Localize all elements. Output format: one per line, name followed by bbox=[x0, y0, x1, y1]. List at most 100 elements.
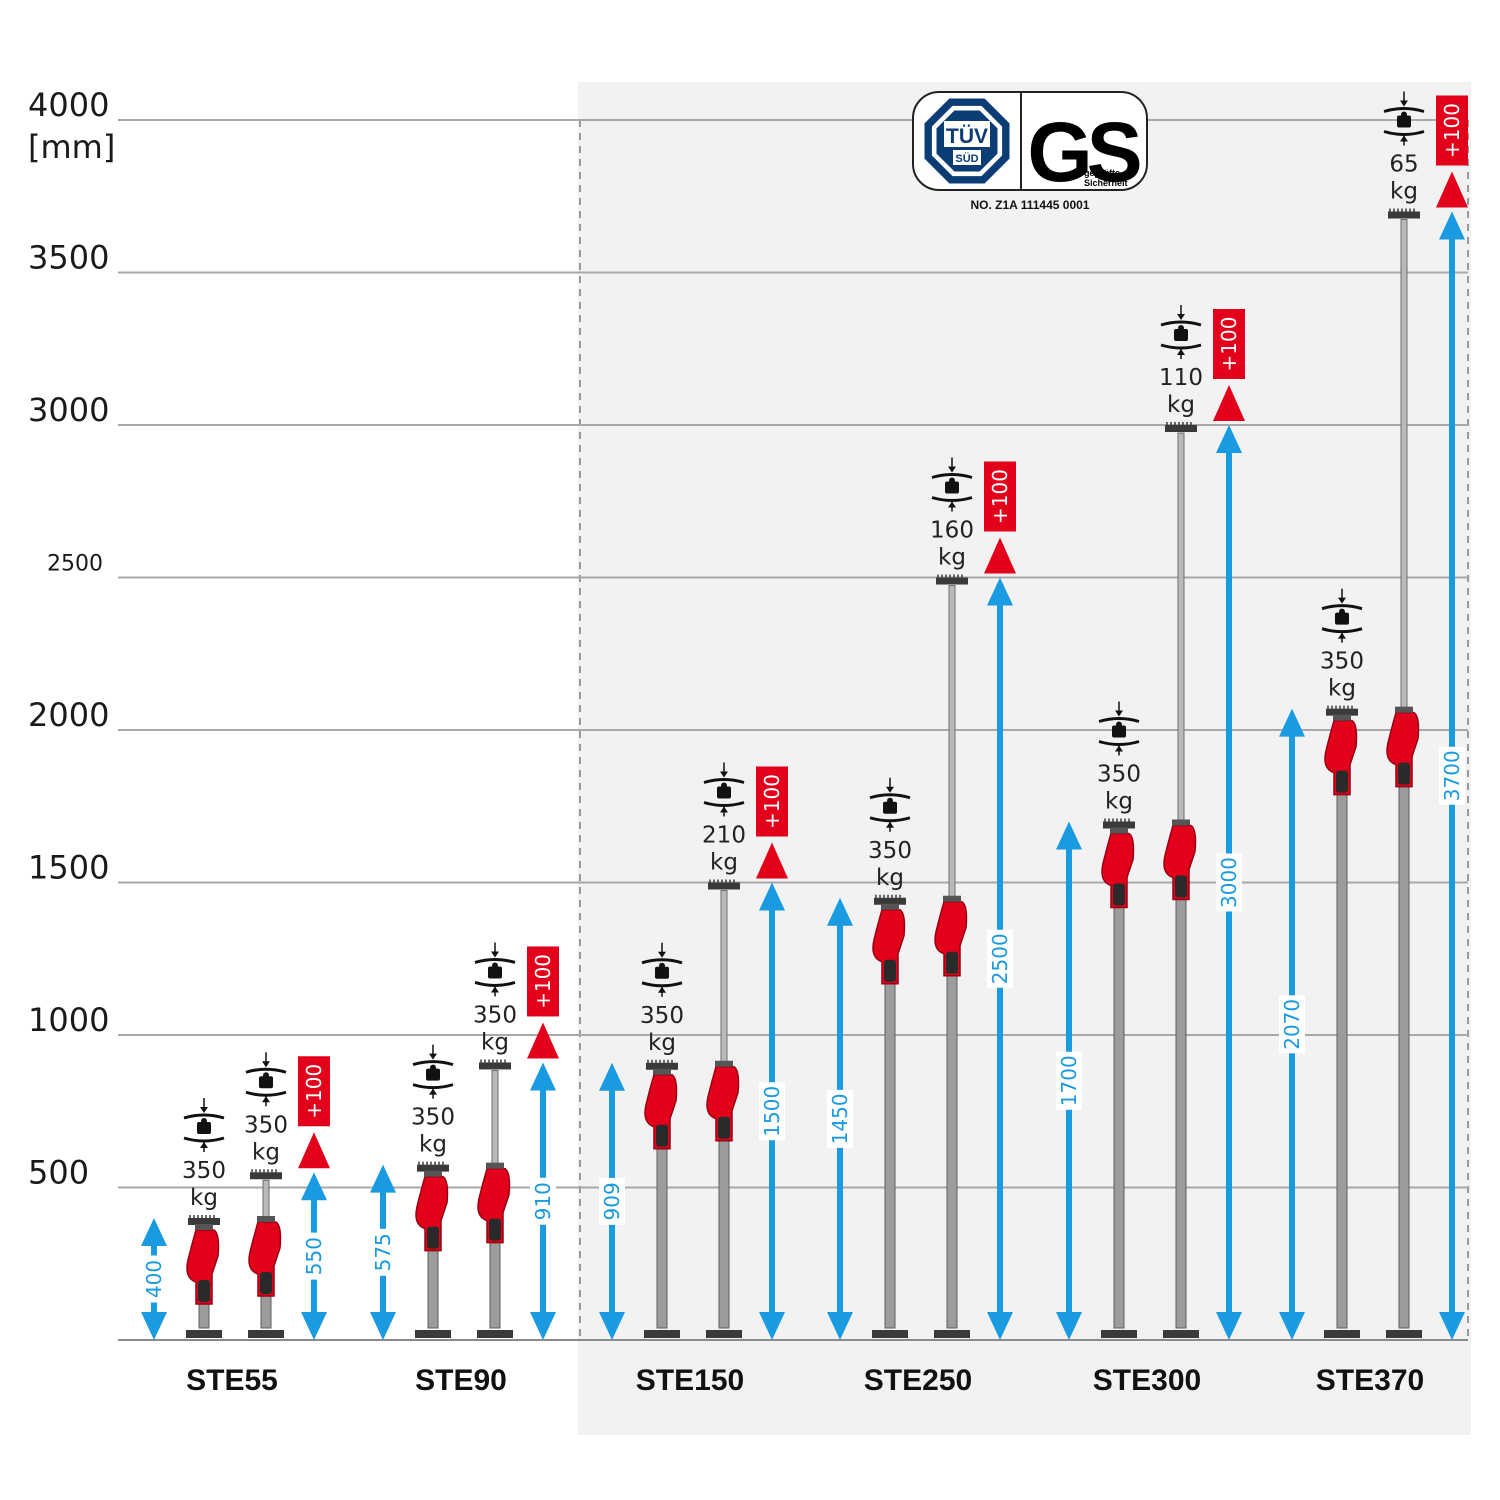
extension-label: +100 bbox=[1217, 317, 1241, 372]
load-plate-top bbox=[1160, 320, 1202, 327]
load-value: 350 bbox=[868, 838, 912, 864]
load-plate-bottom bbox=[245, 1090, 287, 1097]
extension-marker: +100 bbox=[984, 461, 1016, 574]
prop-base-plate bbox=[872, 1330, 908, 1338]
extension-box bbox=[984, 461, 1016, 532]
load-arrow-down-head bbox=[429, 1053, 437, 1060]
category-label: STE90 bbox=[415, 1364, 507, 1397]
load-unit: kg bbox=[252, 1139, 280, 1165]
y-tick-label: 3500 bbox=[28, 239, 109, 277]
prop-base-plate bbox=[706, 1330, 742, 1338]
support-prop bbox=[706, 879, 742, 1338]
prop-grip bbox=[1113, 883, 1125, 906]
extension-box bbox=[1213, 309, 1245, 379]
load-arrow-up-head bbox=[262, 1096, 270, 1103]
prop-handle bbox=[1324, 719, 1358, 796]
prop-top-plate bbox=[250, 1172, 282, 1180]
dimension-arrow-head-bottom bbox=[599, 1312, 625, 1340]
prop-outer-tube bbox=[884, 965, 896, 1329]
extension-box bbox=[298, 1056, 330, 1127]
prop-collar bbox=[715, 1060, 733, 1067]
prop-collar bbox=[486, 1162, 504, 1169]
load-weight-handle bbox=[1178, 325, 1184, 331]
dimension-label-bg bbox=[1216, 853, 1242, 912]
support-prop bbox=[934, 574, 970, 1338]
dimension-label-bg bbox=[1279, 995, 1305, 1054]
prop-base-plate bbox=[186, 1330, 222, 1338]
load-arrow-up-head bbox=[658, 986, 666, 993]
load-plate-bottom bbox=[703, 801, 745, 807]
extension-label: +100 bbox=[302, 1064, 326, 1119]
load-arrow-down-head bbox=[720, 771, 728, 778]
prop-collar bbox=[943, 895, 961, 902]
load-weight bbox=[197, 1122, 211, 1134]
dimension-arrow-head-top bbox=[1439, 211, 1465, 240]
load-weight-handle bbox=[887, 797, 893, 804]
dimension-label: 2500 bbox=[988, 933, 1012, 984]
load-arrow-up-head bbox=[491, 986, 499, 993]
load-unit: kg bbox=[710, 850, 738, 876]
y-tick-label: 2500 bbox=[47, 552, 103, 577]
prop-handle bbox=[1163, 824, 1197, 901]
prop-handle bbox=[1101, 832, 1135, 909]
prop-grip bbox=[656, 1124, 668, 1147]
load-weight bbox=[488, 966, 502, 979]
load-arrow-up-head bbox=[948, 501, 956, 508]
prop-grip bbox=[260, 1272, 272, 1294]
dimension-arrow: 575 bbox=[370, 1164, 396, 1340]
dimension-arrow: 2070 bbox=[1279, 708, 1305, 1340]
prop-handle bbox=[872, 909, 906, 985]
prop-top-plate bbox=[1388, 211, 1420, 219]
gs-sub-2: Sicherheit bbox=[1084, 178, 1128, 188]
prop-handle bbox=[186, 1229, 220, 1305]
extension-box bbox=[527, 946, 559, 1017]
prop-grip bbox=[427, 1226, 439, 1249]
prop-outer-tube bbox=[718, 1122, 730, 1329]
dimension-arrow-head-bottom bbox=[759, 1312, 785, 1340]
dimension-arrow-head-bottom bbox=[1279, 1312, 1305, 1340]
dimension-arrow-head-top bbox=[141, 1218, 167, 1246]
dimension-label: 3700 bbox=[1440, 750, 1464, 801]
load-weight bbox=[426, 1068, 440, 1081]
extension-box bbox=[1436, 95, 1468, 166]
load-value: 350 bbox=[640, 1003, 684, 1029]
load-plate-bottom bbox=[412, 1083, 454, 1090]
load-value: 110 bbox=[1159, 365, 1203, 391]
prop-collar bbox=[1110, 827, 1128, 834]
load-arrow-down-head bbox=[948, 466, 956, 473]
support-prop bbox=[477, 1059, 513, 1338]
dimension-arrow-head-bottom bbox=[530, 1312, 556, 1340]
dimension-arrow-head-top bbox=[759, 882, 785, 911]
tuv-text: TÜV bbox=[946, 125, 988, 148]
prop-grip bbox=[198, 1280, 210, 1302]
prop-outer-tube bbox=[1113, 889, 1125, 1329]
prop-handle bbox=[644, 1074, 678, 1150]
dimension-arrow-head-top bbox=[530, 1062, 556, 1091]
load-arrow-up-head bbox=[1400, 135, 1408, 142]
support-prop bbox=[644, 1059, 680, 1338]
load-arrow-up-head bbox=[720, 806, 728, 813]
prop-outer-tube bbox=[1336, 776, 1348, 1329]
load-arrow-up-head bbox=[1338, 632, 1346, 639]
dimension-arrow-head-top bbox=[987, 577, 1013, 606]
dimension-label-bg bbox=[530, 1177, 556, 1225]
load-value: 160 bbox=[930, 518, 974, 544]
prop-top-plate bbox=[417, 1164, 449, 1172]
load-weight bbox=[1112, 725, 1126, 738]
load-arrow-up-head bbox=[1177, 349, 1185, 355]
load-weight bbox=[945, 481, 959, 494]
load-value: 350 bbox=[1097, 762, 1141, 788]
dimension-arrow: 1450 bbox=[827, 897, 853, 1340]
support-prop bbox=[1101, 818, 1137, 1338]
dimension-label-bg bbox=[759, 1082, 785, 1141]
dimension-label-bg bbox=[827, 1089, 853, 1148]
prop-collar bbox=[653, 1068, 671, 1075]
prop-grip bbox=[1336, 770, 1348, 793]
